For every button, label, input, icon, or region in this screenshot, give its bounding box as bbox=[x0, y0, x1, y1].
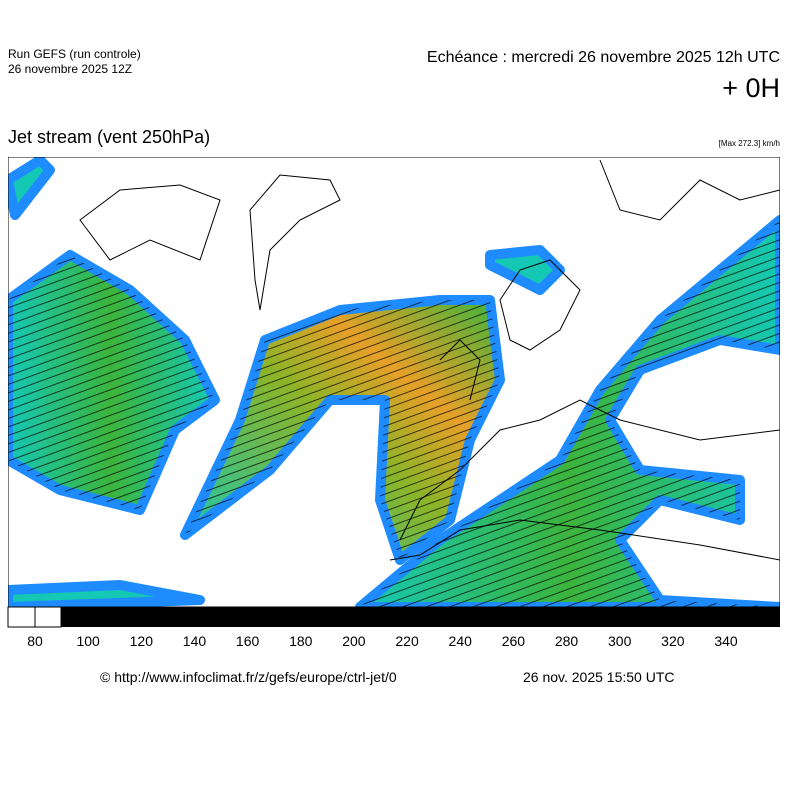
colorbar-label: 300 bbox=[608, 633, 632, 649]
colorbar-label: 240 bbox=[449, 633, 473, 649]
timestamp: 26 nov. 2025 15:50 UTC bbox=[523, 669, 675, 685]
offset: + 0H bbox=[722, 73, 780, 103]
colorbar-label: 220 bbox=[395, 633, 419, 649]
colorbar-label: 200 bbox=[342, 633, 366, 649]
colorbar-label: 180 bbox=[289, 633, 313, 649]
colorbar-label: 160 bbox=[236, 633, 260, 649]
colorbar-label: 320 bbox=[661, 633, 685, 649]
source: © http://www.infoclimat.fr/z/gefs/europe… bbox=[100, 669, 397, 685]
map bbox=[8, 157, 780, 607]
colorbar-label: 100 bbox=[76, 633, 100, 649]
colorbar-label: 260 bbox=[502, 633, 526, 649]
colorbar-label: 80 bbox=[27, 633, 43, 649]
colorbar bbox=[7, 606, 780, 628]
map-title: Jet stream (vent 250hPa) bbox=[8, 127, 210, 147]
echeance: Echéance : mercredi 26 novembre 2025 12h… bbox=[427, 49, 780, 66]
colorbar-label: 120 bbox=[130, 633, 154, 649]
colorbar-label: 140 bbox=[183, 633, 207, 649]
max-label: [Max 272.3] km/h bbox=[719, 139, 780, 148]
run-date: 26 novembre 2025 12Z bbox=[8, 62, 132, 76]
colorbar-label: 340 bbox=[714, 633, 738, 649]
run-label: Run GEFS (run controle) bbox=[8, 47, 141, 61]
colorbar-label: 280 bbox=[555, 633, 579, 649]
